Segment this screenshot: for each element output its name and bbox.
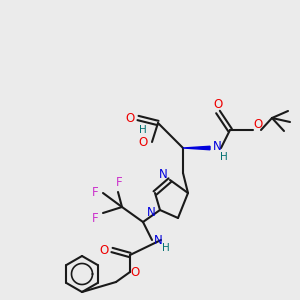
Text: H: H <box>162 243 170 253</box>
Text: N: N <box>154 233 162 247</box>
Text: O: O <box>130 266 140 278</box>
Text: O: O <box>125 112 135 124</box>
Polygon shape <box>183 146 210 150</box>
Text: N: N <box>213 140 221 152</box>
Text: F: F <box>116 176 122 190</box>
Text: H: H <box>139 125 147 135</box>
Text: H: H <box>220 152 228 162</box>
Text: O: O <box>138 136 148 148</box>
Text: F: F <box>92 212 98 224</box>
Text: N: N <box>159 169 167 182</box>
Text: O: O <box>254 118 262 131</box>
Text: F: F <box>92 185 98 199</box>
Text: O: O <box>213 98 223 110</box>
Text: O: O <box>99 244 109 256</box>
Text: N: N <box>147 206 155 220</box>
